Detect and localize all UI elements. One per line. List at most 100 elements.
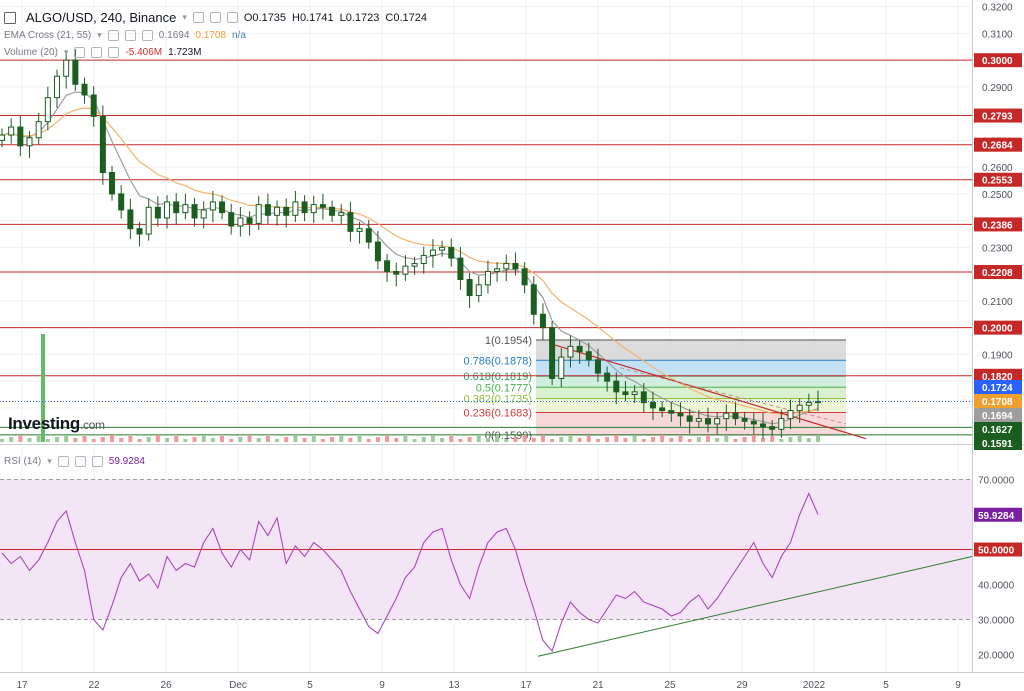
level-tag: [974, 53, 1022, 68]
close-icon[interactable]: [91, 456, 103, 467]
candle-body: [668, 410, 675, 414]
ohlc-close: C0.1724: [385, 11, 427, 24]
candle-body: [127, 209, 134, 230]
volume-bar: [421, 437, 426, 442]
chevron-down-icon[interactable]: ▾: [63, 47, 69, 57]
candle-body: [420, 254, 427, 264]
candle-body: [429, 249, 436, 256]
candle-body: [35, 121, 42, 139]
candle-body: [228, 212, 235, 227]
horizontal-levels[interactable]: [0, 59, 972, 436]
close-icon[interactable]: [226, 12, 238, 23]
close-icon[interactable]: [108, 47, 120, 58]
volume-bar: [375, 437, 380, 442]
candle-body: [815, 400, 821, 404]
volume-bar: [82, 436, 87, 442]
price-tag-label: 0.1591: [982, 439, 1013, 450]
fib-level-label: 0.236(0.1683): [464, 407, 533, 419]
volume-spike-bar: [41, 334, 45, 442]
volume-bar: [614, 435, 619, 442]
level-tag-label: 0.2793: [982, 112, 1013, 123]
time-tick-label: 29: [736, 680, 748, 691]
candle-body: [439, 246, 446, 251]
volume-bar: [504, 439, 509, 442]
candle-body: [329, 206, 336, 216]
candle-body: [200, 209, 207, 219]
volume-bar: [531, 438, 536, 442]
price-tick-label: 0.3200: [982, 3, 1013, 14]
volume-bar: [678, 436, 683, 442]
rsi-label[interactable]: RSI (14): [4, 456, 42, 467]
candle-body: [576, 345, 583, 353]
fib-level-label: 0.382(0.1735): [464, 394, 533, 406]
volume-bar: [229, 439, 234, 442]
candle-body: [246, 217, 253, 224]
ema-label[interactable]: EMA Cross (21, 55): [4, 30, 92, 41]
candle-body: [319, 204, 326, 208]
volume-bar: [595, 439, 600, 442]
rsi-value-tag-label: 59.9284: [978, 511, 1015, 522]
fib-zone: [536, 376, 846, 388]
symbol-title[interactable]: ALGO/USD, 240, Binance: [26, 10, 177, 25]
candle-body: [255, 204, 262, 224]
candle-body: [594, 359, 601, 374]
volume-bar: [760, 438, 765, 442]
candle-body: [796, 404, 803, 412]
collapse-icon[interactable]: [4, 11, 16, 24]
price-tag: [974, 422, 1022, 436]
volume-bar: [687, 439, 692, 442]
settings-icon[interactable]: [74, 456, 86, 467]
candle-body: [374, 241, 381, 262]
eye-icon[interactable]: [107, 30, 119, 41]
settings-icon[interactable]: [124, 30, 136, 41]
candle-body: [393, 270, 400, 275]
candle-body: [549, 327, 556, 379]
volume-bars: [0, 334, 820, 442]
volume-bar: [495, 436, 500, 442]
eye-icon[interactable]: [74, 47, 86, 58]
volume-bar: [265, 436, 270, 442]
volume-bar: [751, 435, 756, 442]
rsi-support-trendline: [537, 556, 973, 657]
eye-icon[interactable]: [57, 456, 69, 467]
candle-body: [567, 345, 574, 358]
candle-body: [723, 412, 730, 420]
trendlines[interactable]: [554, 344, 867, 440]
eye-icon[interactable]: [192, 12, 204, 23]
volume-bar: [357, 436, 362, 442]
candle-body: [173, 201, 180, 214]
price-axis[interactable]: 0.32000.31000.30000.29000.28000.27000.26…: [0, 0, 1024, 450]
candle-body: [732, 412, 739, 420]
level-tag-label: 0.3000: [982, 56, 1013, 67]
candle-body: [209, 201, 216, 211]
volume-bar: [650, 437, 655, 442]
chevron-down-icon[interactable]: ▾: [47, 456, 52, 466]
close-icon[interactable]: [141, 30, 153, 41]
chevron-down-icon[interactable]: ▾: [97, 30, 102, 40]
time-axis[interactable]: 17 22 26 Dec 5 9 13 17 21 25 29 2022 5 9: [16, 680, 961, 691]
volume-bar: [485, 438, 490, 442]
level-tag: [974, 137, 1022, 152]
rsi-axis-background: [973, 456, 1024, 672]
level-tag: [974, 368, 1022, 383]
candle-body: [750, 420, 757, 425]
volume-bar: [467, 437, 472, 442]
candle-body: [613, 380, 620, 393]
settings-icon[interactable]: [91, 47, 103, 58]
chevron-down-icon[interactable]: ▾: [182, 12, 187, 22]
volume-bar: [788, 437, 793, 442]
volume-bar: [165, 438, 170, 442]
candle-body: [0, 134, 5, 141]
level-tag: [974, 265, 1022, 280]
volume-label[interactable]: Volume (20): [4, 47, 58, 58]
price-tick-label: 0.2100: [982, 297, 1013, 308]
volume-bar: [45, 439, 50, 442]
settings-icon[interactable]: [209, 12, 221, 23]
volume-bar: [669, 438, 674, 442]
volume-bar: [192, 437, 197, 442]
ohlc-high: H0.1741: [292, 11, 334, 24]
volume-bar: [458, 439, 463, 442]
ema-lines: [1, 91, 819, 425]
candle-body: [365, 228, 372, 243]
